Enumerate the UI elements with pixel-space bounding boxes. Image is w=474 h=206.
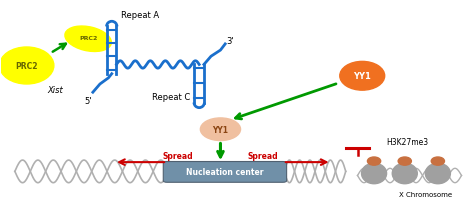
Text: YY1: YY1 [212, 125, 228, 134]
Text: Repeat C: Repeat C [152, 92, 190, 101]
Text: Nucleation center: Nucleation center [186, 167, 264, 177]
Ellipse shape [65, 27, 111, 52]
Ellipse shape [367, 157, 381, 165]
Text: Xist: Xist [47, 85, 63, 94]
Text: PRC2: PRC2 [16, 62, 38, 71]
Ellipse shape [340, 62, 385, 91]
Ellipse shape [0, 48, 54, 85]
FancyBboxPatch shape [163, 162, 287, 182]
Ellipse shape [398, 157, 411, 165]
Ellipse shape [362, 163, 387, 184]
Text: Spread: Spread [248, 152, 278, 161]
Text: PRC2: PRC2 [79, 36, 97, 41]
Ellipse shape [425, 163, 450, 184]
Ellipse shape [392, 163, 417, 184]
Text: Repeat A: Repeat A [121, 11, 159, 20]
Ellipse shape [201, 118, 240, 141]
Ellipse shape [431, 157, 445, 165]
Text: 5': 5' [84, 96, 92, 105]
Text: X Chromosome: X Chromosome [400, 191, 453, 197]
Text: 3': 3' [226, 37, 234, 46]
Text: Spread: Spread [163, 152, 193, 161]
Text: YY1: YY1 [353, 72, 371, 81]
Text: H3K27me3: H3K27me3 [386, 137, 428, 146]
